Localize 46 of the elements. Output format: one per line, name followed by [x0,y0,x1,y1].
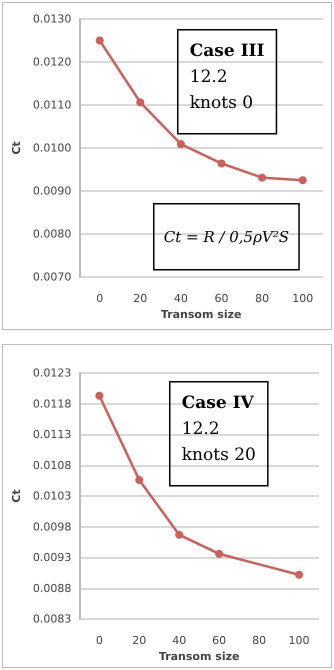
y-tick-label: 0.0130 [32,12,72,26]
y-tick-label: 0.0100 [32,142,72,154]
x-tick-label: 80 [255,292,270,305]
point [258,174,266,182]
x-tick-label: 60 [212,634,226,648]
x-tick-label: 100 [292,292,314,305]
y-tick-label: 0.0088 [32,582,72,595]
y-tick-label: 0.0113 [32,428,72,442]
point [135,476,144,484]
x-tick-label: 0 [96,634,103,648]
y-tick-label: 0.0118 [32,397,72,410]
y-tick-label: 0.0083 [32,612,72,626]
x-tick-label: 20 [133,292,148,305]
y-axis-title: Ct [10,141,23,155]
x-axis-title: Transom size [160,308,242,321]
y-tick-label: 0.0093 [32,551,72,564]
x-tick-label: 40 [172,634,186,648]
y-tick-label: 0.0123 [32,366,72,380]
y-tick-label: 0.0070 [32,270,72,284]
point [215,550,224,558]
y-tick-label: 0.0120 [32,56,72,68]
point [218,159,226,168]
annotation: Case III 12.2 knots 0 [190,40,265,113]
point [176,140,185,148]
x-tick-label: 60 [214,292,228,305]
point [295,570,304,579]
y-tick-label: 0.0110 [32,98,72,112]
y-axis-title: Ct [10,489,23,503]
x-axis-title: Transom size [158,650,240,663]
annotation: Case IV 12.2 knots 20 [182,392,256,465]
x-tick-label: 100 [288,634,310,648]
point [96,36,104,44]
y-tick-label: 0.0090 [32,184,72,198]
x-tick-label: 0 [96,292,104,305]
x-tick-label: 20 [132,634,146,648]
y-tick-label: 0.0103 [32,490,72,503]
point [95,392,104,400]
annotation: Ct = R / 0,5ρV²S [164,228,290,246]
point [298,176,307,184]
y-tick-label: 0.0098 [32,520,72,534]
point [136,98,144,106]
x-tick-label: 40 [174,292,188,305]
point [175,530,184,539]
x-tick-label: 80 [252,634,266,648]
y-tick-label: 0.0108 [32,458,72,472]
y-tick-label: 0.0080 [32,228,72,240]
